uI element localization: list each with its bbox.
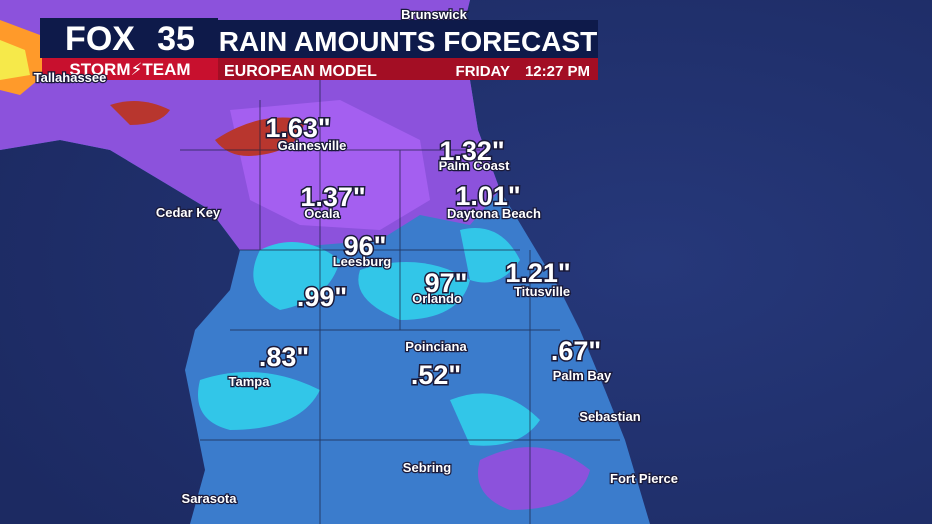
rain-amount: 1.37" bbox=[300, 182, 365, 212]
rain-amount: .99" bbox=[297, 282, 347, 312]
logo-brand: FOX bbox=[65, 20, 135, 58]
labels: Brunswick Tallahassee Gainesville Palm Coas… bbox=[32, 6, 679, 508]
logo-team: STORM⚡TEAM bbox=[69, 60, 190, 79]
city-label: Sarasota bbox=[182, 491, 238, 506]
time: 12:27 PM bbox=[525, 63, 590, 80]
city-label: Sebastian bbox=[579, 409, 640, 424]
rain-light bbox=[460, 228, 520, 283]
city-label: Brunswick bbox=[401, 7, 468, 22]
title-bg bbox=[218, 20, 598, 58]
day: FRIDAY bbox=[456, 63, 510, 80]
header: FOX 35 STORM⚡TEAM RAIN AMOUNTS FORECAST … bbox=[40, 18, 598, 80]
rain-amount: .67" bbox=[551, 336, 601, 366]
logo-bg bbox=[40, 18, 218, 58]
rain-amount: .52" bbox=[411, 360, 461, 390]
city-label: Tallahassee bbox=[34, 70, 107, 85]
city-label: Daytona Beach bbox=[447, 206, 541, 221]
rain-amount: 96" bbox=[344, 231, 387, 261]
rain-max bbox=[0, 40, 30, 80]
rain-max bbox=[110, 101, 170, 125]
county-lines bbox=[180, 60, 620, 524]
city-label: Titusville bbox=[514, 284, 570, 299]
rain-amount: 1.63" bbox=[265, 113, 330, 143]
city-label: Cedar Key bbox=[156, 205, 221, 220]
rain-amount: 1.01" bbox=[455, 181, 520, 211]
team-bg bbox=[42, 58, 218, 80]
city-label: Leesburg bbox=[333, 254, 392, 269]
rain-light bbox=[450, 393, 540, 446]
city-label: Palm Bay bbox=[553, 368, 612, 383]
rain-light bbox=[253, 242, 340, 310]
city-label: Fort Pierce bbox=[610, 471, 678, 486]
city-label: Poinciana bbox=[405, 339, 467, 354]
city-label: Palm Coast bbox=[439, 158, 510, 173]
subtitle: EUROPEAN MODEL bbox=[224, 63, 377, 80]
subtitle-bg bbox=[218, 58, 598, 80]
city-label: Sebring bbox=[403, 460, 451, 475]
rain-amount: 1.32" bbox=[439, 136, 504, 166]
city-label: Tampa bbox=[229, 374, 271, 389]
rain-light bbox=[198, 372, 320, 430]
logo-channel: 35 bbox=[157, 20, 195, 58]
city-label: Orlando bbox=[412, 291, 462, 306]
rain-amount: 1.21" bbox=[505, 258, 570, 288]
title: RAIN AMOUNTS FORECAST bbox=[219, 26, 598, 57]
rain-amount: 97" bbox=[425, 268, 468, 298]
rain-spot bbox=[478, 447, 590, 510]
city-label: Gainesville bbox=[278, 138, 347, 153]
city-label: Ocala bbox=[304, 206, 340, 221]
rain-amount: .83" bbox=[259, 342, 309, 372]
rain-light bbox=[358, 262, 470, 320]
